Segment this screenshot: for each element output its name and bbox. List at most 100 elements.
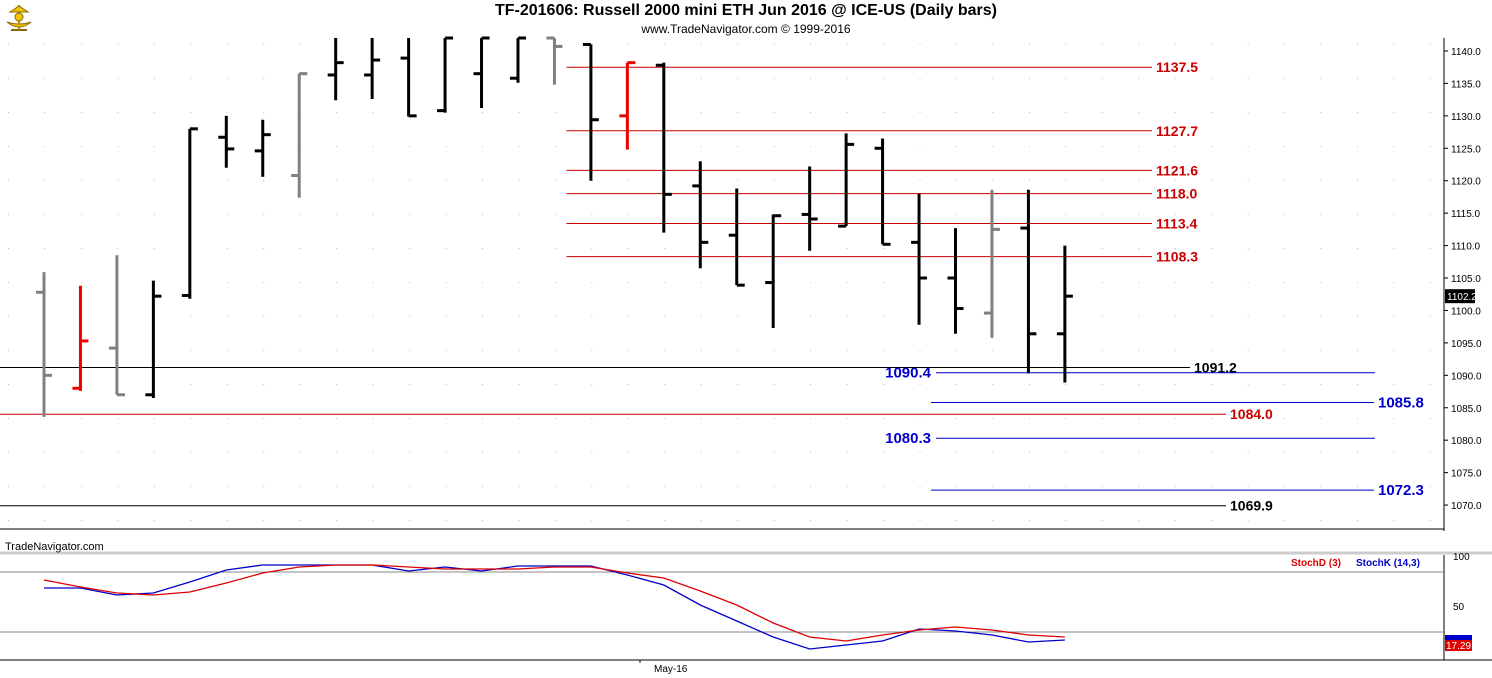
- y-tick-label: 1100.0: [1451, 306, 1481, 317]
- grid-dot: [117, 486, 119, 487]
- grid-dot: [409, 452, 411, 453]
- grid-dot: [737, 520, 739, 521]
- grid-dot: [518, 384, 520, 385]
- grid-dot: [737, 486, 739, 487]
- trade-navigator-logo: [6, 5, 32, 31]
- y-tick-label: 1095.0: [1451, 339, 1482, 350]
- stoch-tick-label: 50: [1453, 602, 1465, 613]
- grid-dot: [919, 112, 921, 113]
- grid-dot: [810, 350, 812, 351]
- grid-dot: [518, 180, 520, 181]
- grid-dot: [1174, 180, 1176, 181]
- grid-dot: [44, 486, 46, 487]
- grid-dot: [518, 248, 520, 249]
- grid-dot: [700, 418, 702, 419]
- grid-dot: [1429, 112, 1431, 113]
- grid-dot: [554, 214, 556, 215]
- grid-dot: [153, 146, 155, 147]
- grid-dot: [481, 384, 483, 385]
- grid-dot: [919, 350, 921, 351]
- grid-dot: [263, 282, 265, 283]
- grid-dot: [1357, 214, 1359, 215]
- grid-dot: [372, 350, 374, 351]
- grid-dot: [1429, 316, 1431, 317]
- ohlc-bar: [1056, 245, 1073, 383]
- y-tick-label: 1110.0: [1451, 242, 1481, 253]
- grid-dot: [518, 486, 520, 487]
- grid-dot: [409, 282, 411, 283]
- y-tick-label: 1085.0: [1451, 404, 1482, 415]
- grid-dot: [627, 384, 629, 385]
- grid-dot: [372, 520, 374, 521]
- grid-dot: [445, 384, 447, 385]
- grid-dot: [481, 248, 483, 249]
- grid-dot: [226, 452, 228, 453]
- grid-dot: [1138, 180, 1140, 181]
- grid-dot: [700, 112, 702, 113]
- grid-dot: [1429, 282, 1431, 283]
- grid-dot: [664, 316, 666, 317]
- grid-dot: [773, 146, 775, 147]
- grid-dot: [773, 112, 775, 113]
- ohlc-bar: [655, 62, 672, 233]
- grid-dot: [1211, 112, 1213, 113]
- grid-dot: [190, 486, 192, 487]
- grid-dot: [554, 180, 556, 181]
- grid-dot: [117, 418, 119, 419]
- grid-dot: [992, 452, 994, 453]
- grid-dot: [810, 384, 812, 385]
- grid-dot: [1284, 112, 1286, 113]
- grid-dot: [591, 248, 593, 249]
- grid-dot: [919, 384, 921, 385]
- grid-dot: [627, 214, 629, 215]
- grid-dot: [1320, 520, 1322, 521]
- stoch-d-last-marker: [1445, 640, 1472, 651]
- grid-dot: [336, 350, 338, 351]
- grid-dot: [591, 214, 593, 215]
- stoch-d-line: [43, 564, 1065, 642]
- grid-dot: [1320, 452, 1322, 453]
- grid-dot: [554, 146, 556, 147]
- grid-dot: [919, 146, 921, 147]
- grid-dot: [955, 520, 957, 521]
- grid-dot: [1393, 452, 1395, 453]
- grid-dot: [737, 44, 739, 45]
- grid-dot: [263, 78, 265, 79]
- ohlc-bar: [765, 214, 782, 328]
- grid-dot: [1211, 452, 1213, 453]
- grid-dot: [1429, 452, 1431, 453]
- grid-dot: [1101, 418, 1103, 419]
- grid-dot: [883, 486, 885, 487]
- grid-dot: [591, 350, 593, 351]
- grid-dot: [1211, 486, 1213, 487]
- grid-dot: [409, 384, 411, 385]
- grid-dot: [810, 486, 812, 487]
- grid-dot: [153, 486, 155, 487]
- grid-dot: [80, 486, 82, 487]
- grid-dot: [481, 520, 483, 521]
- grid-dot: [1284, 146, 1286, 147]
- grid-dot: [846, 520, 848, 521]
- grid-dot: [1174, 282, 1176, 283]
- grid-dot: [1028, 384, 1030, 385]
- grid-dot: [664, 350, 666, 351]
- grid-dot: [1211, 146, 1213, 147]
- grid-dot: [992, 384, 994, 385]
- grid-dot: [955, 146, 957, 147]
- grid-dot: [1357, 44, 1359, 45]
- grid-dot: [1028, 78, 1030, 79]
- grid-dot: [627, 44, 629, 45]
- grid-dot: [1357, 384, 1359, 385]
- stoch-plot-area: [0, 555, 1444, 660]
- grid-dot: [554, 520, 556, 521]
- grid-dot: [737, 452, 739, 453]
- grid-dot: [955, 112, 957, 113]
- grid-dot: [299, 486, 301, 487]
- grid-dot: [554, 384, 556, 385]
- grid-dot: [481, 452, 483, 453]
- grid-dot: [1284, 384, 1286, 385]
- grid-dot: [846, 44, 848, 45]
- grid-dot: [190, 316, 192, 317]
- grid-dot: [1393, 78, 1395, 79]
- grid-dot: [44, 146, 46, 147]
